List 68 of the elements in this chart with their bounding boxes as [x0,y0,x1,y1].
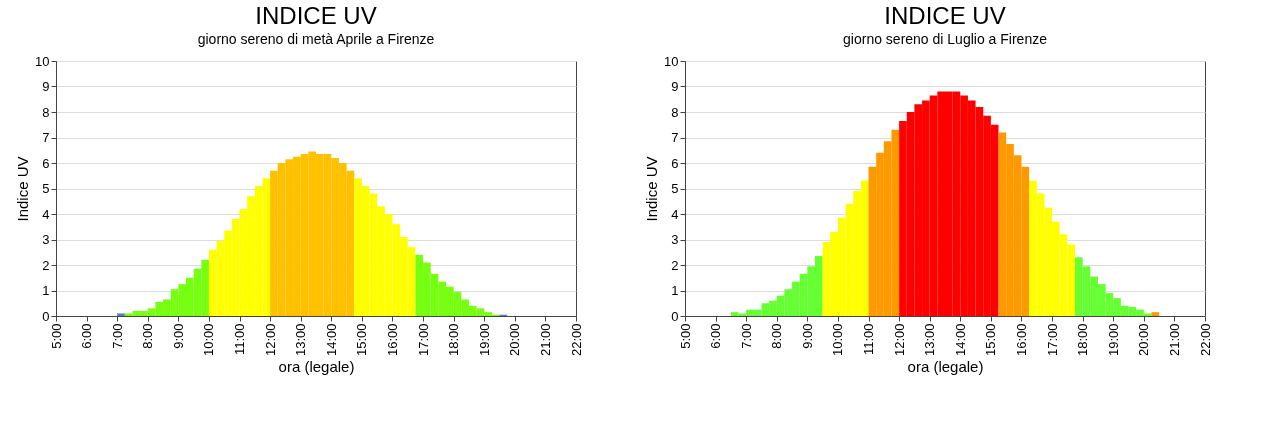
x-tick-label: 5:00 [48,323,64,349]
y-tick-label: 9 [671,79,679,94]
x-tick-label: 12:00 [262,323,278,357]
x-axis-title: ora (legale) [907,358,984,376]
y-tick-label: 6 [42,155,50,171]
x-tick-label: 18:00 [446,323,462,357]
y-tick-label: 3 [42,232,50,247]
x-tick-label: 20:00 [507,323,523,357]
x-tick-label: 11:00 [232,323,248,356]
x-tick-label: 16:00 [1013,323,1029,357]
x-tick-label: 7:00 [738,323,754,349]
x-tick-label: 10:00 [830,323,846,357]
y-tick-label: 3 [671,232,679,247]
x-tick-label: 14:00 [952,323,968,357]
x-tick-label: 13:00 [922,323,938,357]
chart-subtitle: giorno sereno di Luglio a Firenze [843,31,1048,47]
x-tick-label: 17:00 [1044,323,1060,357]
x-tick-label: 22:00 [1197,323,1213,357]
y-tick-label: 8 [671,104,679,120]
y-tick-label: 5 [42,181,50,196]
x-tick-label: 9:00 [170,323,186,349]
x-tick-label: 21:00 [537,323,553,357]
x-tick-label: 15:00 [983,323,999,357]
y-tick-label: 0 [42,308,50,324]
bar [1151,312,1160,316]
x-tick-label: 18:00 [1075,323,1091,357]
x-tick-label: 10:00 [201,323,217,357]
x-tick-label: 8:00 [140,323,156,349]
y-axis-title: Indice UV [14,156,32,222]
y-axis-title: Indice UV [643,156,661,222]
x-axis-title: ora (legale) [278,358,355,376]
y-tick-label: 0 [671,308,679,324]
x-tick-label: 11:00 [861,323,877,356]
y-tick-label: 6 [671,155,679,171]
bar [117,313,125,316]
x-tick-label: 20:00 [1136,323,1152,357]
x-tick-label: 13:00 [293,323,309,357]
y-tick-label: 2 [671,257,679,273]
chart-subtitle: giorno sereno di metà Aprile a Firenze [197,31,435,47]
x-tick-label: 15:00 [354,323,370,357]
y-tick-label: 10 [35,53,50,69]
x-tick-label: 9:00 [799,323,815,349]
x-tick-label: 5:00 [677,323,693,349]
x-tick-label: 14:00 [323,323,339,357]
y-tick-label: 1 [671,283,679,298]
x-tick-label: 16:00 [384,323,400,357]
y-tick-label: 8 [42,104,50,120]
y-tick-label: 7 [42,130,50,145]
x-tick-label: 19:00 [1105,323,1121,357]
x-tick-label: 22:00 [568,323,584,357]
x-tick-label: 7:00 [109,323,125,349]
y-tick-label: 10 [664,53,679,69]
y-tick-label: 5 [671,181,679,196]
x-tick-label: 8:00 [769,323,785,349]
y-tick-label: 1 [42,283,50,298]
chart-title: INDICE UV [884,2,1006,29]
y-tick-label: 4 [671,206,679,222]
chart-title: INDICE UV [255,2,377,29]
y-tick-label: 9 [42,79,50,94]
x-tick-label: 17:00 [415,323,431,357]
y-tick-label: 4 [42,206,50,222]
x-tick-label: 12:00 [891,323,907,357]
x-tick-label: 19:00 [476,323,492,357]
y-tick-label: 7 [671,130,679,145]
x-tick-label: 6:00 [708,323,724,349]
x-tick-label: 21:00 [1166,323,1182,357]
y-tick-label: 2 [42,257,50,273]
x-tick-label: 6:00 [79,323,95,349]
